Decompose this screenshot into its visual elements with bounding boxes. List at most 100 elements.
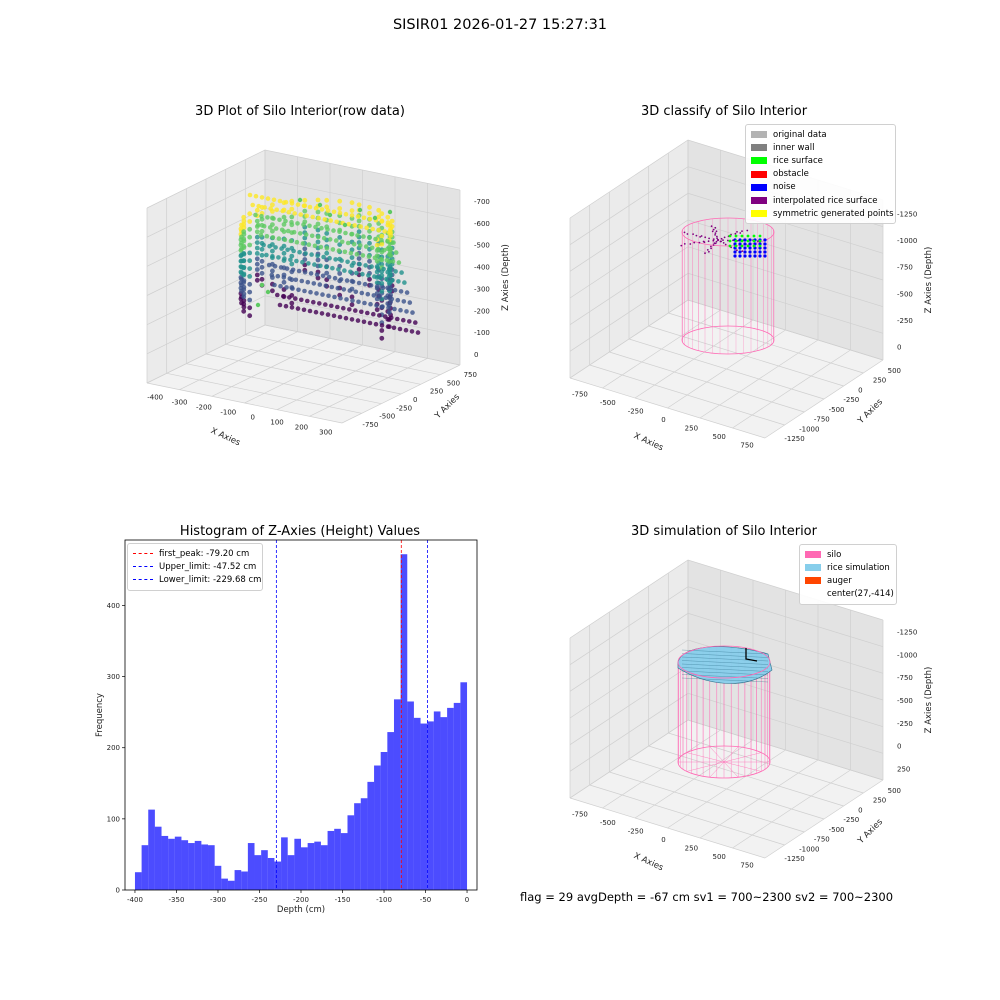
data-point [267, 225, 273, 230]
y-tick-label: 0 [116, 887, 120, 895]
y-tick-label: 250 [873, 377, 886, 385]
data-point [273, 226, 279, 231]
data-point [278, 283, 283, 289]
z-tick-label: 0 [897, 344, 901, 352]
data-point [282, 237, 288, 243]
rice-mesh-line [681, 649, 769, 655]
histogram-bar [267, 857, 275, 890]
data-point [296, 268, 302, 274]
data-point [297, 197, 303, 203]
data-point [241, 229, 247, 235]
data-point [292, 211, 298, 216]
data-point [247, 297, 253, 303]
data-point [384, 257, 390, 263]
data-point [365, 291, 371, 297]
data-point [728, 244, 732, 248]
data-point [728, 234, 732, 238]
z-axis-label: Z Axies (Depth) [924, 667, 934, 734]
histogram-bar [427, 721, 434, 890]
histogram-bar [307, 843, 315, 890]
data-point [323, 302, 328, 307]
data-point [362, 300, 367, 306]
y-tick-label: 0 [858, 806, 862, 814]
data-point [712, 239, 715, 242]
data-point [285, 247, 290, 253]
data-point [374, 242, 380, 248]
data-point [373, 321, 379, 327]
histogram-bar [154, 826, 162, 890]
silo-line [709, 746, 725, 763]
grid-line [569, 612, 884, 692]
y-tick-label: 250 [873, 797, 886, 805]
data-point [353, 308, 358, 313]
data-point [746, 229, 749, 232]
data-point [373, 236, 378, 242]
data-point [325, 227, 330, 232]
data-point [692, 233, 694, 236]
legend-swatch [805, 577, 821, 585]
data-point [261, 242, 266, 248]
histogram-bar [234, 870, 242, 890]
data-point [683, 243, 686, 245]
x-tick-label: 750 [740, 862, 753, 870]
data-point [265, 289, 271, 295]
histogram-bar [181, 840, 189, 890]
data-point [374, 307, 380, 313]
y-tick-label: 400 [107, 602, 120, 610]
y-tick-label: -250 [843, 396, 859, 404]
data-point [298, 212, 304, 217]
data-point [361, 215, 367, 221]
data-point [315, 234, 321, 240]
y-tick-label: -250 [396, 404, 412, 412]
data-point [367, 258, 372, 264]
data-point [395, 316, 400, 322]
data-point [318, 244, 324, 250]
data-point [299, 297, 304, 303]
data-point [259, 282, 265, 288]
data-point [353, 289, 359, 295]
data-point [287, 295, 292, 300]
data-point [740, 239, 744, 243]
data-point [247, 258, 253, 264]
data-point [302, 208, 308, 214]
data-point [716, 237, 718, 240]
data-point [301, 222, 306, 227]
data-point [368, 283, 374, 288]
data-point [398, 289, 404, 294]
data-point [259, 276, 265, 282]
data-point [344, 297, 349, 302]
data-point [757, 240, 759, 243]
data-point [279, 246, 284, 251]
legend-item: auger [805, 574, 891, 587]
data-point [270, 288, 275, 294]
data-point [715, 230, 718, 233]
z-tick-label: -500 [897, 697, 913, 705]
z-tick-label: -750 [897, 264, 913, 272]
data-point [336, 248, 342, 253]
data-point [388, 226, 393, 232]
data-point [345, 240, 351, 246]
data-point [307, 204, 313, 210]
y-tick-label: 300 [107, 673, 120, 681]
data-point [333, 238, 339, 243]
data-point [319, 311, 325, 316]
data-point [349, 213, 355, 218]
data-point [247, 250, 253, 256]
x-tick-label: -50 [420, 896, 431, 904]
data-point [337, 314, 343, 320]
data-point [748, 254, 752, 258]
y-axis-label: Y Axies [432, 392, 462, 422]
histogram-bar [327, 830, 335, 890]
silo-line [723, 761, 739, 778]
data-point [329, 284, 335, 290]
data-point [392, 287, 398, 293]
data-point [241, 280, 247, 285]
data-point [356, 256, 362, 261]
data-point [294, 239, 300, 245]
data-point [341, 305, 346, 311]
data-point [285, 228, 291, 234]
data-point [295, 202, 301, 207]
z-tick-label: -250 [897, 720, 913, 728]
data-point [281, 275, 287, 280]
data-point [763, 242, 767, 246]
